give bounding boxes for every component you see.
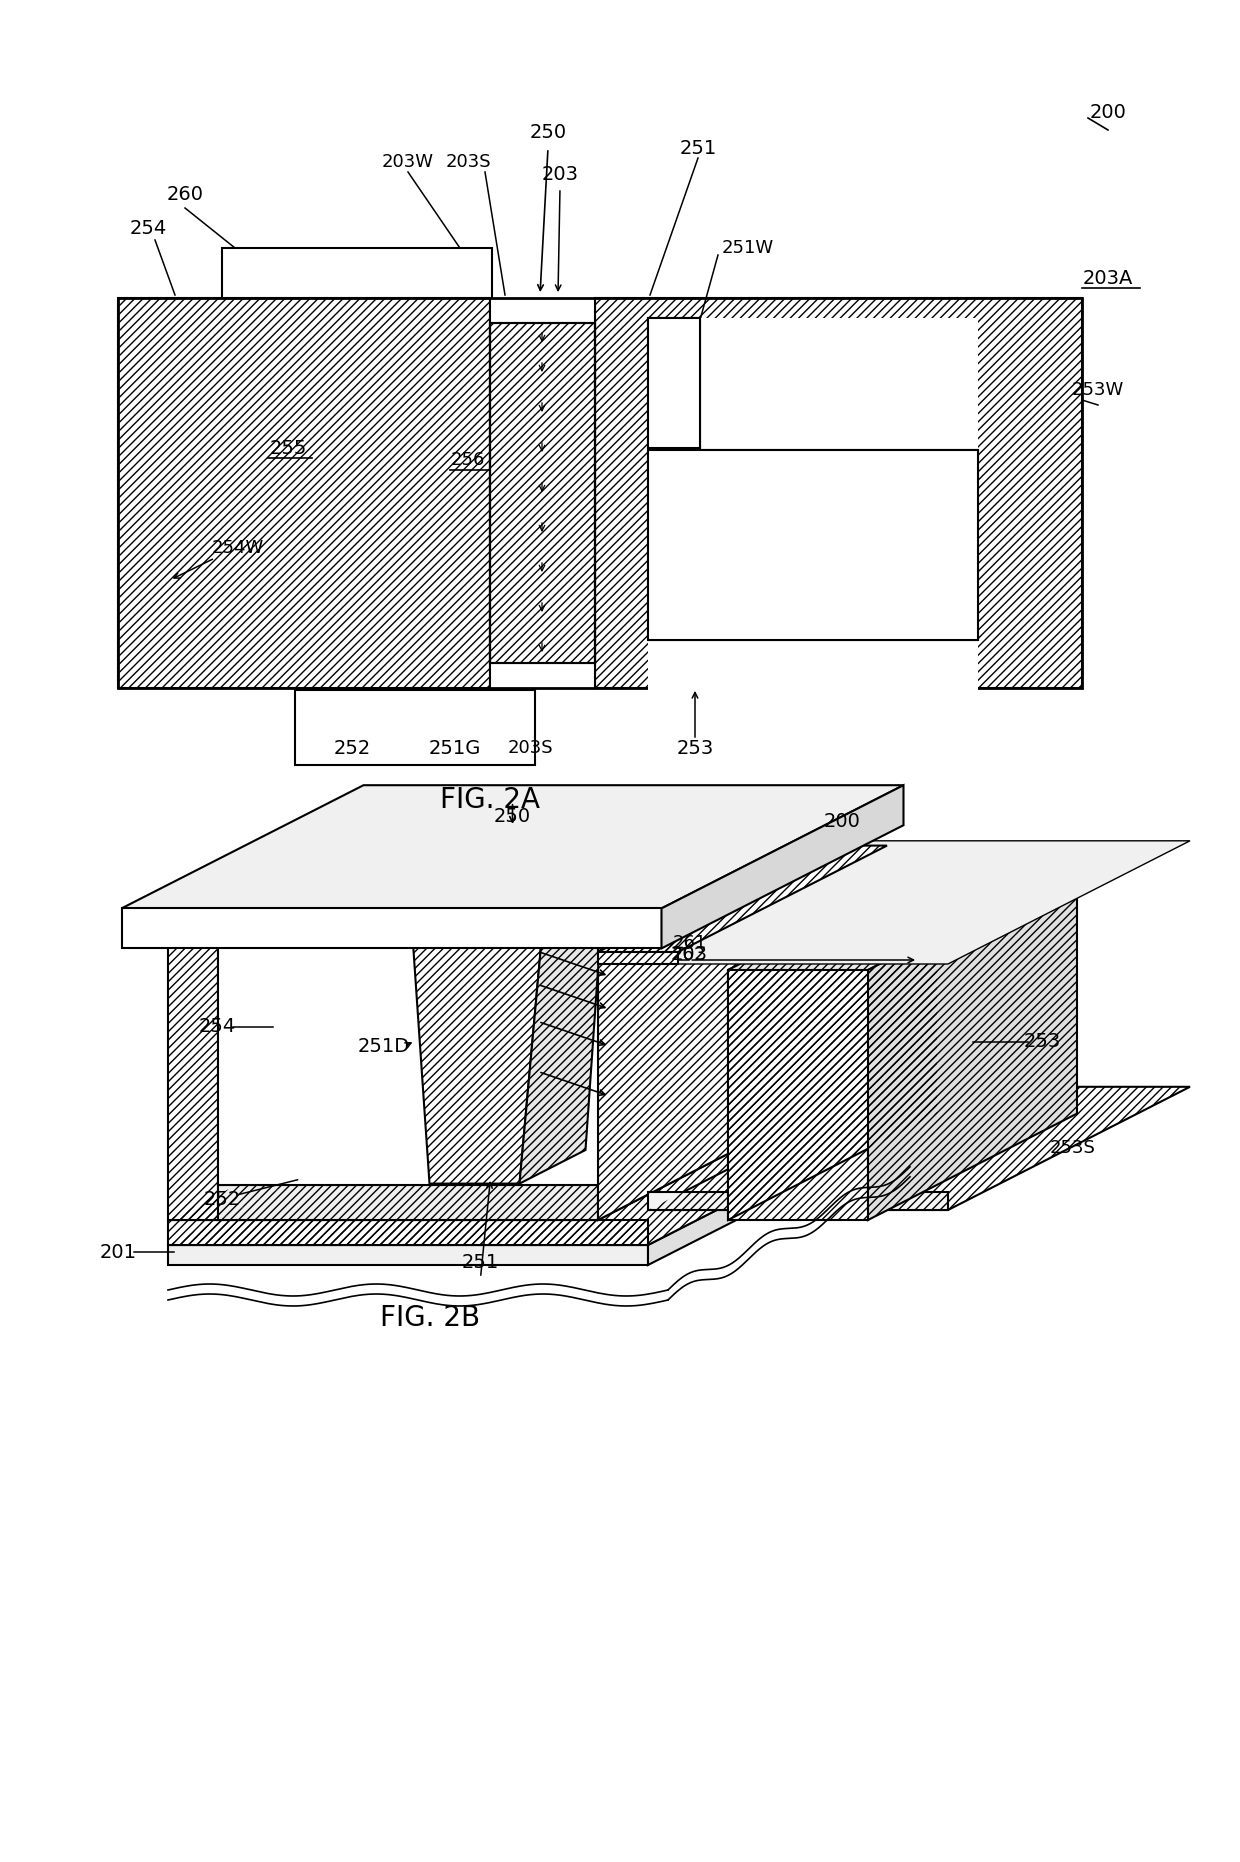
Bar [295,691,534,765]
Polygon shape [122,786,904,909]
Text: 253S: 253S [1049,1140,1095,1156]
Bar [118,298,1083,687]
Bar [649,318,701,449]
Text: 253W: 253W [1071,382,1125,398]
Text: 251G: 251G [429,739,481,758]
Text: 252: 252 [334,739,371,758]
Text: 255: 255 [269,438,306,458]
Text: 256: 256 [451,451,485,469]
Text: 203W: 203W [382,153,434,171]
Text: 203: 203 [542,166,579,184]
Polygon shape [598,940,678,951]
Text: 251: 251 [461,1253,500,1272]
Polygon shape [122,909,661,948]
Bar [490,298,595,687]
Bar [649,318,978,691]
Polygon shape [649,1087,1190,1210]
Polygon shape [661,786,904,948]
Polygon shape [649,1192,949,1210]
Text: FIG. 2A: FIG. 2A [440,786,539,814]
Bar [649,451,978,641]
Bar [595,298,1083,687]
Bar [490,322,595,663]
Polygon shape [520,901,603,1184]
Polygon shape [598,951,678,965]
Polygon shape [167,1138,857,1246]
Text: 200: 200 [825,812,861,830]
Bar [490,322,595,663]
Text: 260: 260 [166,186,203,205]
Bar [222,248,492,298]
Text: 252: 252 [203,1190,241,1208]
Text: 254: 254 [129,218,166,238]
Text: 251D: 251D [358,1037,410,1056]
Text: 253: 253 [1024,1032,1061,1052]
Text: 200: 200 [1090,102,1126,121]
Text: 203A: 203A [1083,268,1133,287]
Polygon shape [167,1138,857,1246]
Text: 251W: 251W [722,238,774,257]
Polygon shape [728,864,1078,970]
Text: 201: 201 [100,1242,136,1262]
Polygon shape [167,940,218,1220]
Text: 254W: 254W [212,538,264,557]
Polygon shape [377,834,807,1113]
Polygon shape [649,1138,857,1264]
Bar [490,322,595,663]
Polygon shape [218,1184,598,1220]
Polygon shape [167,1220,649,1246]
Bar [649,318,701,449]
Bar [118,298,490,687]
Text: 203S: 203S [507,739,553,758]
Polygon shape [728,970,868,1220]
Text: FIG. 2B: FIG. 2B [381,1305,480,1333]
Polygon shape [868,864,1078,1220]
Polygon shape [412,901,603,933]
Text: 203: 203 [671,946,708,965]
Text: 253: 253 [676,739,714,758]
Text: 250: 250 [529,123,567,142]
Bar [118,298,490,687]
Polygon shape [218,940,598,1184]
Text: 262: 262 [672,946,707,965]
Polygon shape [728,864,937,1220]
Text: 261: 261 [672,935,707,951]
Polygon shape [167,1113,427,1220]
Polygon shape [412,933,542,1184]
Polygon shape [598,842,1190,965]
Text: 251: 251 [680,138,717,158]
Polygon shape [167,1246,649,1264]
Bar [595,298,1083,687]
Text: 250: 250 [494,808,531,827]
Text: 203S: 203S [445,153,491,171]
Bar [649,451,978,641]
Polygon shape [598,834,807,1220]
Polygon shape [218,1113,807,1220]
Text: 254: 254 [198,1017,236,1037]
Polygon shape [598,845,887,951]
